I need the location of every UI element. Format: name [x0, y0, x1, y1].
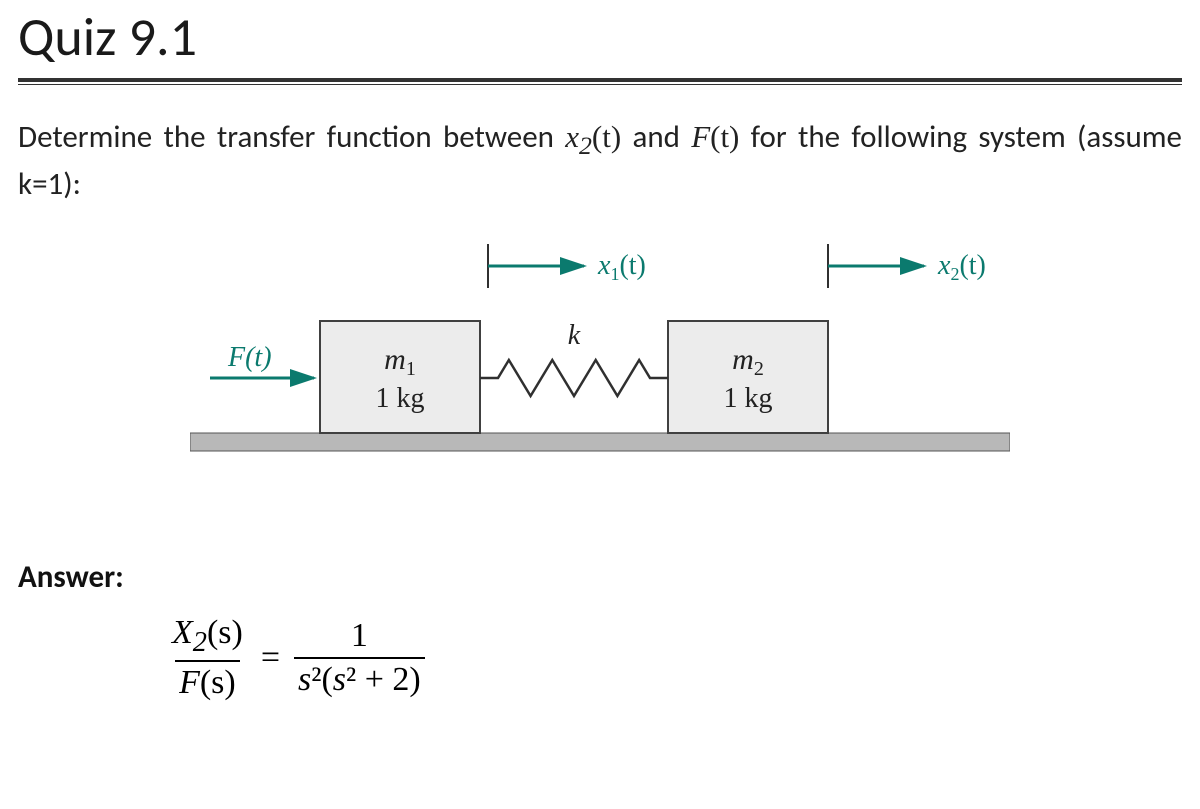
prompt-mid: and	[621, 118, 691, 156]
question-prompt: Determine the transfer function between …	[18, 116, 1182, 206]
svg-text:k: k	[568, 320, 581, 351]
answer-equals: =	[261, 639, 280, 677]
answer-equation: X2(s) F(s) = 1 s²(s² + 2)	[18, 614, 1182, 701]
prompt-x2: x2(t)	[565, 119, 621, 154]
page-title: Quiz 9.1	[18, 0, 1182, 70]
svg-text:F(t): F(t)	[227, 342, 272, 373]
slide-body: Quiz 9.1 Determine the transfer function…	[0, 0, 1200, 719]
two-mass-spring-diagram: m11 kgm21 kgF(t)kx1(t)x2(t)	[190, 228, 1010, 518]
answer-lhs: X2(s) F(s)	[168, 614, 247, 701]
diagram-svg: m11 kgm21 kgF(t)kx1(t)x2(t)	[190, 228, 1010, 518]
title-rule-light	[18, 84, 1182, 85]
title-rule-heavy	[18, 78, 1182, 82]
svg-text:1 kg: 1 kg	[376, 383, 425, 414]
prompt-F: F(t)	[691, 119, 739, 154]
answer-label: Answer:	[18, 558, 1182, 596]
prompt-prefix: Determine the transfer function between	[18, 118, 565, 156]
svg-text:x1(t): x1(t)	[597, 250, 646, 284]
answer-rhs: 1 s²(s² + 2)	[294, 617, 425, 698]
svg-text:1 kg: 1 kg	[724, 383, 773, 414]
svg-text:x2(t): x2(t)	[937, 250, 986, 284]
